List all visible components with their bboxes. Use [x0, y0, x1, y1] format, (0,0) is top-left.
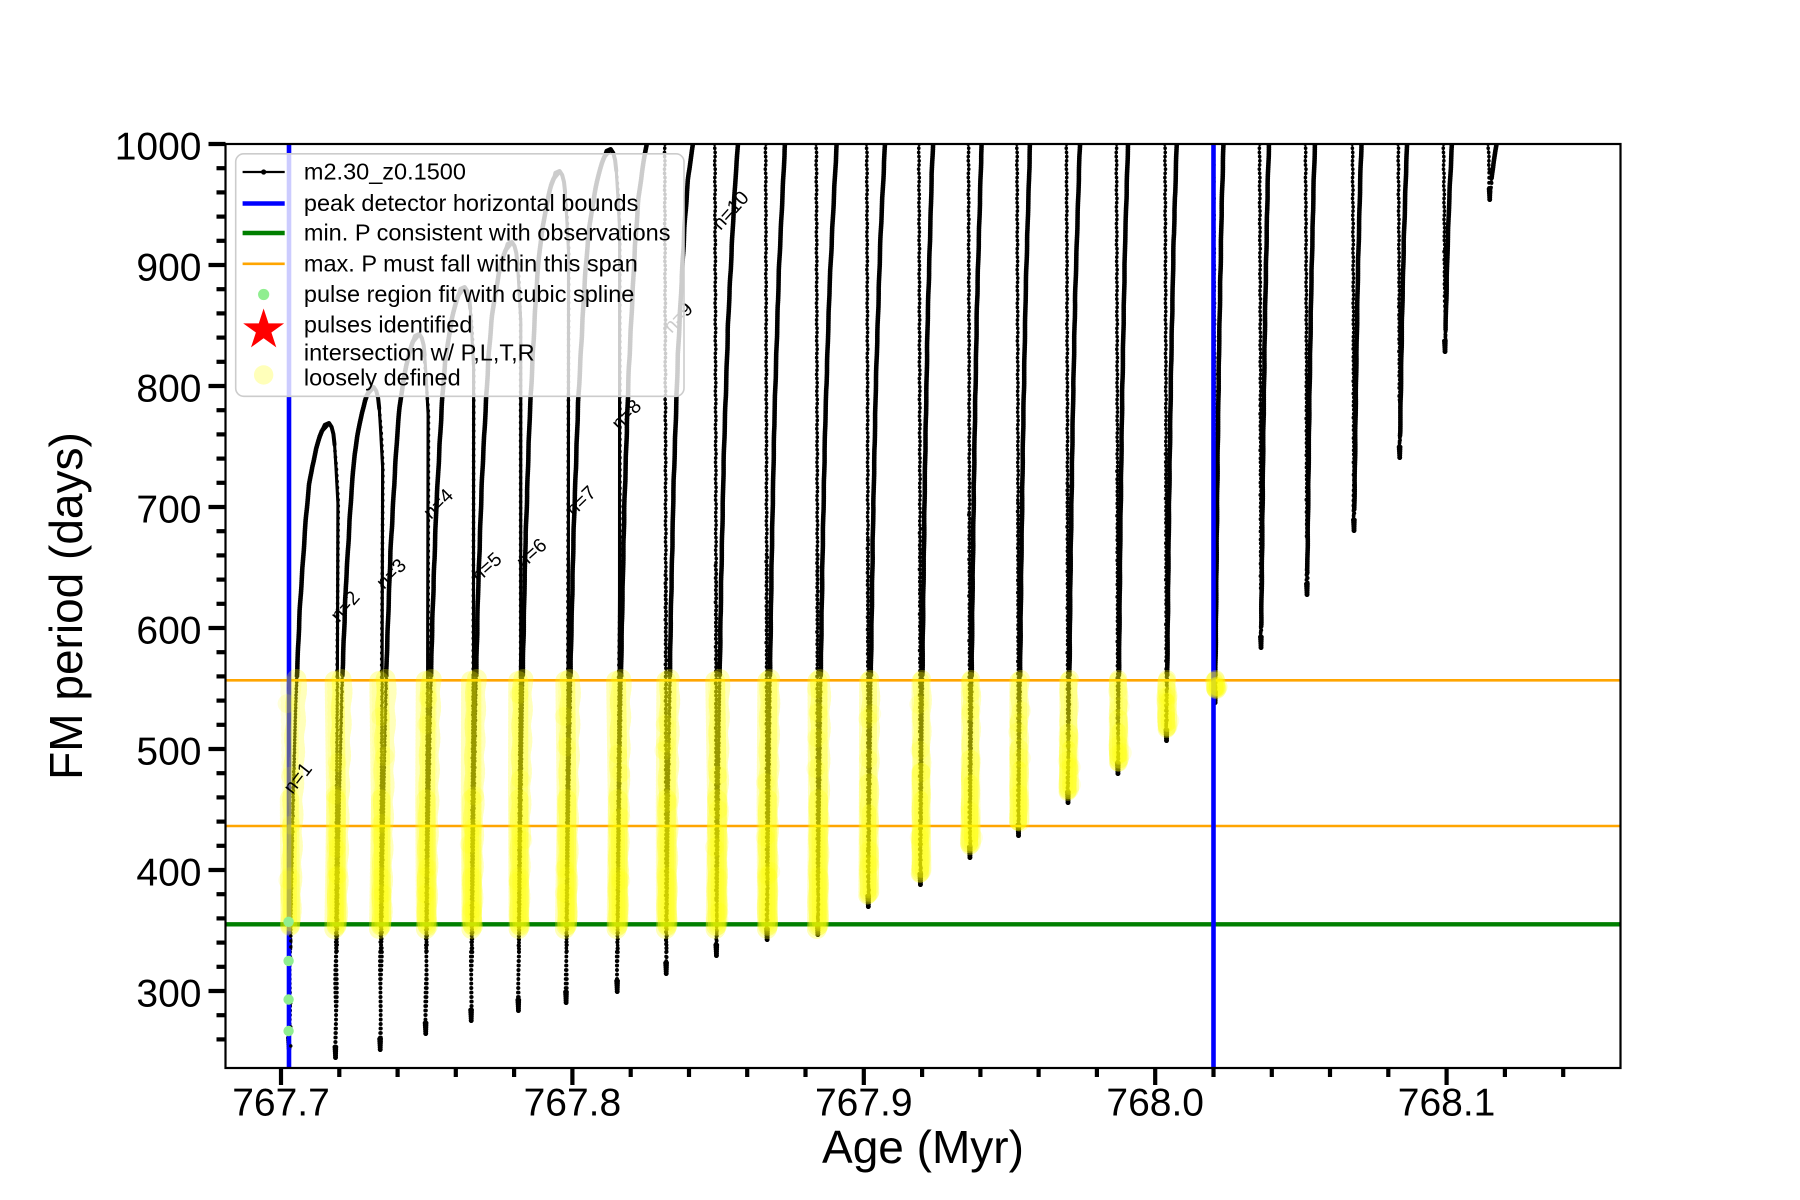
svg-text:max. P must fall within this s: max. P must fall within this span	[304, 250, 638, 276]
svg-text:m2.30_z0.1500: m2.30_z0.1500	[304, 159, 466, 185]
svg-text:pulses identified: pulses identified	[304, 312, 473, 338]
svg-text:min. P consistent with observa: min. P consistent with observations	[304, 220, 671, 246]
svg-text:767.9: 767.9	[815, 1082, 913, 1125]
svg-text:700: 700	[136, 488, 201, 531]
svg-text:500: 500	[136, 730, 201, 773]
svg-text:300: 300	[136, 972, 201, 1015]
svg-text:loosely defined: loosely defined	[304, 364, 461, 390]
svg-text:Age (Myr): Age (Myr)	[822, 1121, 1024, 1173]
svg-text:767.8: 767.8	[524, 1082, 622, 1125]
svg-text:800: 800	[136, 367, 201, 410]
svg-text:600: 600	[136, 609, 201, 652]
svg-text:intersection w/ P,L,T,R: intersection w/ P,L,T,R	[304, 339, 535, 365]
svg-text:FM period (days): FM period (days)	[40, 432, 92, 780]
svg-text:767.7: 767.7	[232, 1082, 330, 1125]
svg-text:pulse region fit with cubic sp: pulse region fit with cubic spline	[304, 281, 634, 307]
svg-text:400: 400	[136, 851, 201, 894]
svg-text:768.1: 768.1	[1398, 1082, 1496, 1125]
svg-text:peak detector horizontal bound: peak detector horizontal bounds	[304, 190, 638, 216]
svg-text:1000: 1000	[115, 125, 202, 168]
svg-text:900: 900	[136, 246, 201, 289]
svg-text:768.0: 768.0	[1106, 1082, 1204, 1125]
